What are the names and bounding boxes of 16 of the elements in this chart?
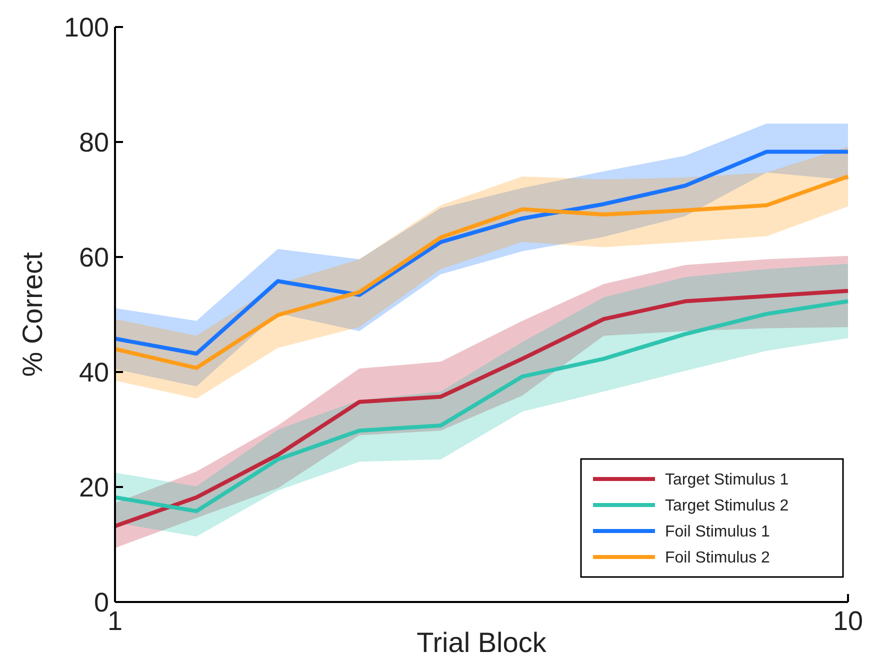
y-tick-label: 20 (78, 472, 109, 502)
y-tick-label: 40 (78, 357, 109, 388)
x-tick-label: 1 (107, 606, 123, 636)
x-axis-title: Trial Block (416, 627, 548, 658)
line-series (113, 150, 850, 356)
legend-label: Target Stimulus 2 (665, 498, 789, 515)
y-tick-label: 80 (78, 127, 109, 158)
legend-label: Target Stimulus 1 (665, 472, 789, 489)
y-tick-label: 0 (94, 587, 109, 618)
line-series (113, 174, 850, 370)
legend-label: Foil Stimulus 1 (665, 524, 770, 541)
y-axis-title: % Correct (17, 252, 48, 377)
y-tick-label: 60 (78, 242, 109, 272)
x-tick-label: 10 (832, 606, 864, 636)
legend-label: Foil Stimulus 2 (665, 550, 770, 567)
y-tick-label: 100 (64, 12, 109, 42)
